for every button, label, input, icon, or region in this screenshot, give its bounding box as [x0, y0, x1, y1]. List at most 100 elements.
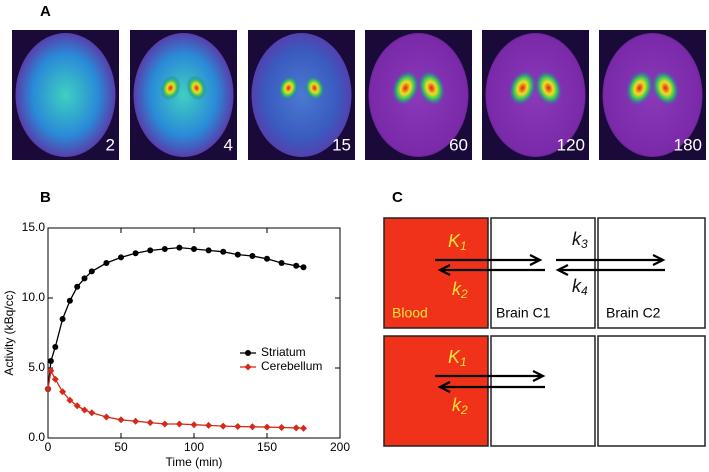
data-point [248, 423, 256, 431]
data-point [300, 264, 307, 271]
data-point [161, 420, 169, 428]
rate-label: k2 [452, 395, 468, 417]
data-point [249, 253, 256, 259]
data-point [81, 406, 88, 414]
data-point [219, 422, 227, 430]
box [597, 217, 706, 329]
box [597, 335, 706, 447]
compartment-label: Brain C1 [496, 305, 551, 321]
y-tick-label: 0.0 [28, 430, 45, 444]
data-point [161, 246, 168, 252]
legend-label: Cerebellum [261, 359, 322, 373]
time-label: 120 [557, 135, 585, 154]
x-tick-label: 100 [184, 440, 204, 454]
data-point [220, 248, 227, 255]
data-point [176, 244, 183, 251]
data-point [73, 402, 81, 410]
brain [133, 33, 234, 157]
x-tick-label: 0 [45, 440, 52, 454]
brain [251, 33, 352, 157]
data-point [51, 375, 59, 383]
data-point [66, 297, 73, 304]
x-axis-label: Time (min) [166, 455, 223, 469]
y-axis-label: Activity (kBq/cc) [2, 290, 16, 375]
data-point [59, 388, 67, 396]
data-point [293, 262, 300, 269]
brain [602, 33, 703, 157]
rate-label: k4 [572, 276, 588, 298]
x-tick-label: 150 [257, 440, 277, 454]
arrows [435, 370, 546, 393]
compartment-label: Brain C2 [606, 305, 661, 321]
arrows [555, 254, 666, 276]
data-point [132, 250, 139, 257]
striatum [304, 75, 325, 101]
time-label: 180 [674, 135, 702, 154]
data-point [117, 416, 125, 424]
striatum [417, 70, 446, 106]
brain-images: 2 4 15 60 120 180 [12, 30, 706, 160]
data-point [47, 358, 54, 364]
plot-frame [47, 227, 341, 439]
data-point [234, 423, 242, 431]
brain [368, 33, 469, 157]
panel-label: C [392, 189, 403, 206]
data-point [205, 421, 213, 429]
x-tick-label: 50 [114, 440, 128, 454]
data-point [146, 419, 154, 427]
y-tick-label: 15.0 [22, 220, 46, 234]
y-tick-label: 5.0 [28, 360, 45, 374]
data-point [52, 344, 59, 350]
striatum [651, 70, 680, 106]
blood-box [383, 217, 489, 329]
striatum [160, 75, 181, 101]
box [490, 335, 596, 447]
legend-marker [245, 350, 251, 356]
data-point [191, 246, 197, 252]
arrows [435, 254, 545, 276]
rate-label: K1 [448, 347, 467, 369]
data-point [102, 413, 110, 421]
data-point [205, 247, 212, 254]
data-point [81, 275, 88, 282]
data-point [44, 385, 52, 393]
data-point [264, 255, 270, 262]
data-point [66, 396, 74, 404]
x-tick-label: 200 [330, 440, 350, 454]
data-point [292, 424, 300, 432]
time-label: 2 [106, 135, 115, 154]
data-point [132, 417, 140, 425]
time-label: 60 [449, 135, 468, 154]
data-point [74, 283, 81, 290]
legend-label: Striatum [261, 345, 306, 359]
compartment-diagram: K1 k2 k3 k4 K1 k2 Blood Brain C1 Brain C… [383, 217, 706, 447]
data-point [234, 251, 241, 258]
compartment-label: Blood [392, 305, 428, 321]
brain [15, 33, 116, 157]
panel-label: A [40, 3, 51, 20]
striatum [186, 75, 207, 101]
data-point [190, 421, 198, 429]
data-point [278, 424, 286, 431]
chart: 0.0 5.0 10.0 15.0 0 50 100 150 200 Time (min) Acti… [2, 220, 350, 469]
striatum [391, 70, 420, 106]
rate-label: k3 [572, 229, 588, 251]
data-point [47, 367, 55, 375]
box [490, 217, 596, 329]
brain [485, 33, 586, 157]
data-point [59, 316, 66, 322]
striatum [625, 70, 654, 106]
rate-label: K1 [448, 231, 467, 253]
striatum [278, 75, 299, 101]
blood-box [383, 335, 489, 447]
data-point [300, 424, 307, 432]
data-point [175, 420, 183, 428]
series-line [47, 368, 304, 429]
time-label: 4 [224, 135, 233, 154]
legend-marker [244, 363, 252, 371]
data-point [88, 268, 95, 275]
data-point [103, 260, 110, 266]
data-point [88, 409, 96, 417]
striatum [534, 70, 563, 106]
